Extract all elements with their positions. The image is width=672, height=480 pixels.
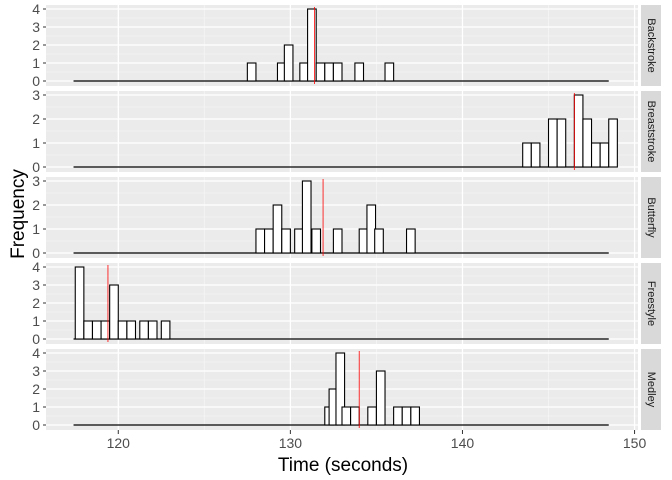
histogram-bar [384, 62, 395, 82]
y-tick-label: 1 [32, 135, 40, 151]
y-tick-label: 1 [32, 55, 40, 71]
y-tick-label: 2 [32, 295, 40, 311]
y-tick-label: 0 [32, 159, 40, 175]
y-tick-label: 0 [32, 331, 40, 347]
x-tick-label: 150 [623, 435, 647, 451]
histogram-bar [375, 370, 386, 426]
y-tick-label: 3 [32, 173, 40, 189]
histogram-bar [405, 228, 416, 254]
histogram-bar [315, 62, 326, 82]
histogram-bar [281, 228, 291, 254]
histogram-bar [410, 406, 420, 426]
histogram-bar [126, 320, 137, 340]
y-tick-label: 1 [32, 313, 40, 329]
histogram-bar [547, 118, 558, 168]
facet-strip [641, 263, 661, 344]
facet-panel-butterfly: 0 1 2 3 Butterfly [32, 173, 661, 261]
histogram-bar [590, 142, 601, 168]
histogram-bar [255, 228, 266, 254]
facet-panel-backstroke: 0 1 2 3 4 Backstroke [32, 1, 661, 89]
histogram-bar [332, 228, 343, 254]
histogram-bar [311, 228, 322, 254]
y-tick-label: 1 [32, 221, 40, 237]
y-tick-label: 4 [32, 259, 40, 275]
histogram-bar [335, 352, 346, 426]
facet-strip-label: Breaststroke [645, 101, 657, 163]
x-tick-label: 120 [107, 435, 131, 451]
facet-panel-medley: 0 1 2 3 4 Medley [32, 345, 661, 433]
y-tick-label: 4 [32, 345, 40, 361]
histogram-bar [332, 62, 343, 82]
histogram-bar [530, 142, 541, 168]
y-tick-label: 2 [32, 37, 40, 53]
histogram-bar [147, 320, 158, 340]
histogram-bar [324, 62, 334, 82]
facet-strip-label: Freestyle [645, 281, 657, 326]
x-tick-label: 140 [451, 435, 475, 451]
histogram-bar [160, 320, 171, 340]
histogram-bar [582, 118, 593, 168]
facet-strip-label: Butterfly [645, 197, 657, 238]
y-tick-label: 3 [32, 87, 40, 103]
histogram-bar [91, 320, 102, 340]
facet-strip [641, 5, 661, 86]
histogram-bar [246, 62, 257, 82]
histogram-bar [556, 118, 567, 168]
histogram-bar [139, 320, 149, 340]
histogram-bar [100, 320, 111, 340]
histogram-bar [117, 320, 128, 340]
x-axis-title: Time (seconds) [278, 455, 408, 476]
histogram-bar [341, 406, 352, 426]
y-tick-label: 3 [32, 277, 40, 293]
histogram-bar [522, 142, 532, 168]
y-axis-title: Frequency [8, 169, 29, 259]
y-tick-label: 0 [32, 417, 40, 433]
histogram-bar [301, 180, 312, 254]
y-tick-label: 1 [32, 399, 40, 415]
y-tick-label: 3 [32, 363, 40, 379]
facet-panel-breaststroke: 0 1 2 3 Breaststroke [32, 87, 661, 175]
y-tick-label: 2 [32, 111, 40, 127]
histogram-bar [350, 406, 360, 426]
facet-panels: 0 1 2 3 4 Backstroke 0 1 2 3 Breaststroke 0 1 2 3 Butte… [32, 1, 661, 433]
histogram-bar [374, 228, 384, 254]
y-tick-label: 2 [32, 381, 40, 397]
histogram-bar [272, 204, 283, 254]
y-tick-label: 4 [32, 1, 40, 17]
histogram-bar [573, 94, 584, 168]
histogram-bar [83, 320, 94, 340]
histogram-bar [307, 8, 317, 82]
x-tick-label: 130 [279, 435, 303, 451]
histogram-bar [401, 406, 412, 426]
y-tick-label: 0 [32, 73, 40, 89]
histogram-bar [283, 44, 294, 82]
facet-strip [641, 91, 661, 172]
histogram-bar [393, 406, 403, 426]
facet-strip [641, 177, 661, 258]
histogram-bar [74, 266, 85, 340]
y-tick-label: 2 [32, 197, 40, 213]
facet-strip-label: Backstroke [645, 18, 657, 72]
y-tick-label: 0 [32, 245, 40, 261]
x-axis: 120 130 140 150 [107, 430, 647, 451]
histogram-bar [354, 62, 365, 82]
facet-strip [641, 349, 661, 430]
histogram-bar [264, 228, 274, 254]
histogram-bar [608, 118, 618, 168]
y-tick-label: 3 [32, 19, 40, 35]
histogram-bar [599, 142, 610, 168]
histogram-bar [367, 406, 377, 426]
facet-strip-label: Medley [645, 372, 657, 408]
histogram-bar [109, 284, 119, 340]
facet-panel-freestyle: 0 1 2 3 4 Freestyle [32, 259, 661, 347]
